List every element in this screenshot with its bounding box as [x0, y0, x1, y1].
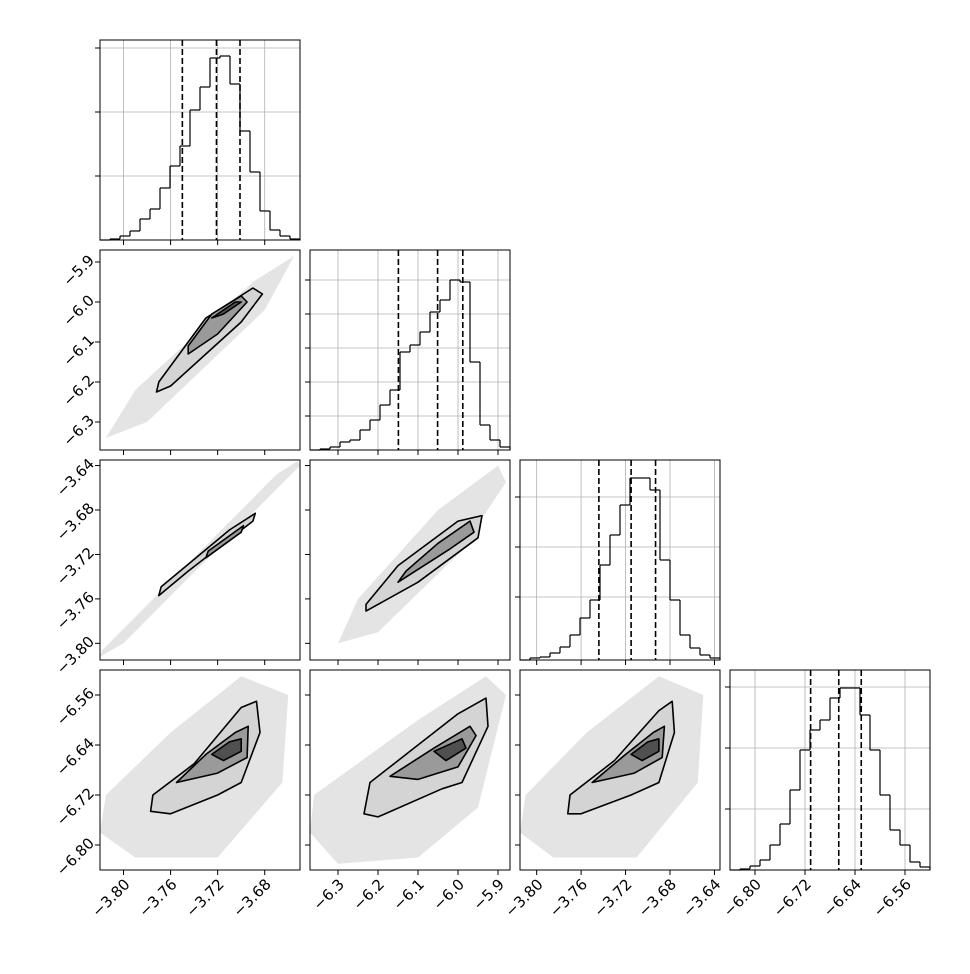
x-tick-label: −3.80	[88, 875, 133, 920]
y-tick-label: −3.72	[53, 544, 98, 589]
contour	[211, 738, 242, 762]
y-tick-label: −3.68	[53, 499, 98, 544]
x-tick-label: −3.76	[135, 875, 180, 920]
x-tick-label: −6.80	[720, 875, 765, 920]
y-tick-label: −6.3	[60, 411, 98, 449]
x-tick-label: −6.72	[770, 875, 815, 920]
y-tick-label: −6.56	[53, 684, 98, 729]
density-panel	[310, 676, 506, 864]
panel-frame	[99, 39, 301, 241]
histogram-panel	[515, 459, 721, 661]
x-tick-label: −6.2	[350, 875, 388, 913]
contour	[433, 738, 467, 762]
y-tick-label: −3.64	[53, 455, 98, 500]
density-panel	[100, 461, 300, 657]
x-tick-label: −6.64	[820, 875, 865, 920]
density-panel	[105, 256, 295, 438]
y-tick-label: −6.1	[60, 331, 98, 369]
y-tick-label: −6.2	[60, 371, 98, 409]
contour	[591, 725, 666, 784]
histogram-panel	[725, 669, 931, 871]
x-tick-label: −3.80	[501, 875, 546, 920]
contour	[211, 301, 242, 319]
contour	[630, 738, 660, 762]
density-panel	[520, 676, 704, 858]
panel-frame	[99, 459, 301, 661]
y-tick-label: −5.9	[60, 251, 98, 289]
panel-frame	[99, 249, 301, 451]
y-tick-label: −3.76	[53, 588, 98, 633]
y-tick-label: −3.80	[53, 633, 98, 678]
x-tick-label: −3.76	[546, 875, 591, 920]
density-panel	[338, 465, 506, 644]
panel-frame	[309, 669, 511, 871]
panel-frame	[519, 669, 721, 871]
x-tick-label: −3.68	[635, 875, 680, 920]
histogram-panel	[305, 249, 511, 451]
contour	[205, 524, 245, 559]
y-tick-label: −6.0	[60, 291, 98, 329]
y-tick-label: −6.64	[53, 734, 98, 779]
panel-frame	[519, 459, 721, 661]
panel-frame	[99, 669, 301, 871]
histogram-panel	[95, 39, 301, 241]
y-tick-label: −6.72	[53, 784, 98, 829]
x-tick-label: −6.56	[870, 875, 915, 920]
x-tick-label: −6.0	[430, 875, 468, 913]
density-panel	[100, 676, 289, 858]
contour	[187, 295, 248, 355]
contour	[389, 725, 477, 781]
y-tick-label: −6.80	[53, 834, 98, 879]
x-tick-label: −3.72	[590, 875, 635, 920]
panel-frame	[309, 249, 511, 451]
panel-frame	[729, 669, 931, 871]
panel-frame	[309, 459, 511, 661]
x-tick-label: −3.72	[182, 875, 227, 920]
contour	[397, 520, 475, 583]
x-tick-label: −3.68	[229, 875, 274, 920]
x-tick-label: −6.1	[390, 875, 428, 913]
x-tick-label: −6.3	[310, 875, 348, 913]
x-tick-label: −3.64	[679, 875, 724, 920]
